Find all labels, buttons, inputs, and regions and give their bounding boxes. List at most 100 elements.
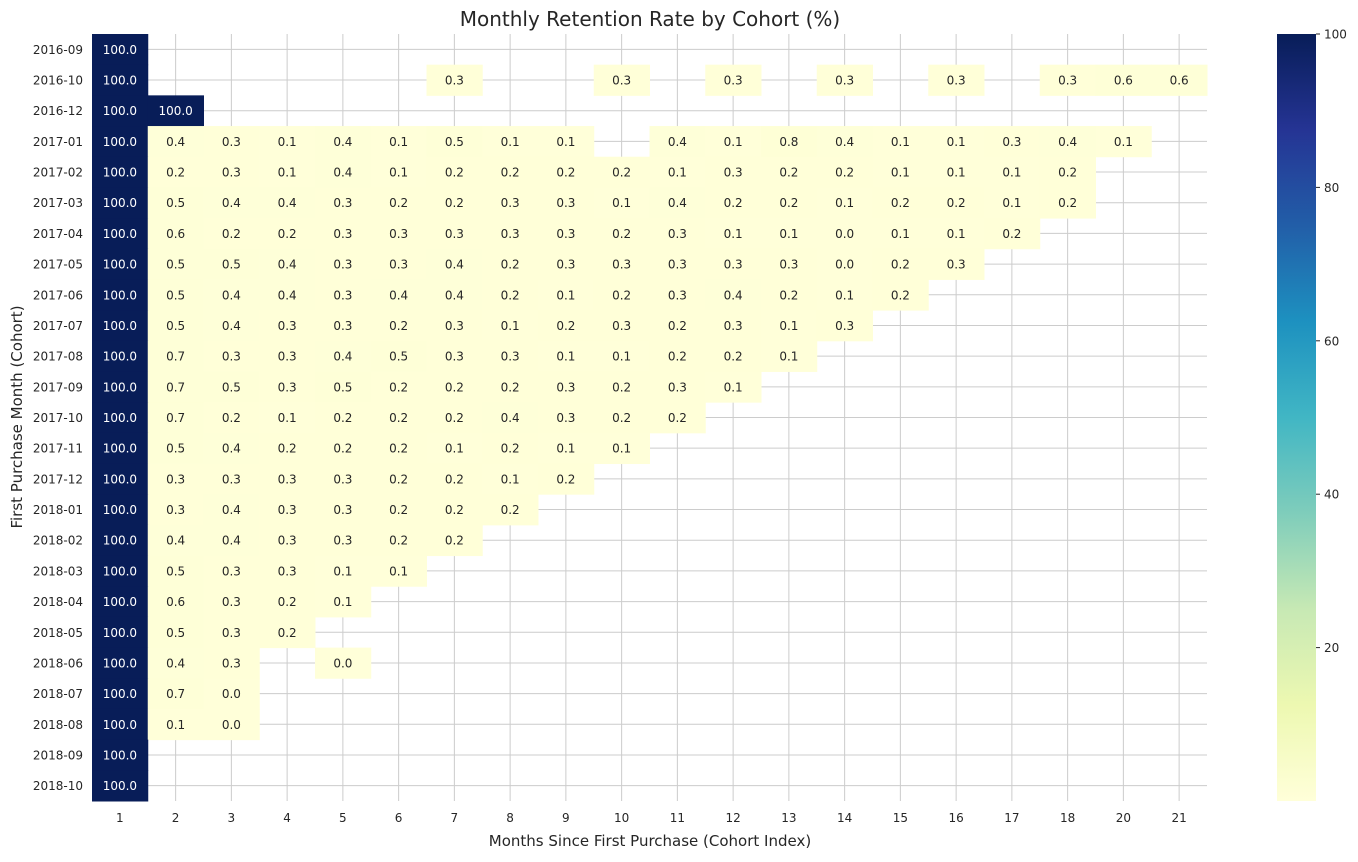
heatmap-cell [370,371,427,403]
y-tick-label: 2017-09 [33,380,83,394]
cell-value-label: 0.3 [333,288,352,302]
heatmap-cell [203,402,260,434]
heatmap-cell [203,616,260,649]
cell-value-label: 0.5 [166,258,185,272]
heatmap-cell [538,126,595,158]
cell-value-label: 0.2 [612,380,631,394]
heatmap-cell [259,156,316,188]
heatmap-cell [761,248,818,280]
heatmap-cell [147,708,204,741]
heatmap-cell [203,555,260,587]
cell-value-label: 0.1 [333,595,352,609]
heatmap-cell [315,371,372,403]
heatmap-cell [928,64,985,96]
heatmap-cell [928,187,985,219]
heatmap-cell [482,494,539,526]
heatmap-cell [203,586,260,618]
heatmap-cell [147,371,204,403]
heatmap-cell [259,371,316,403]
heatmap-cell [259,340,316,372]
cell-value-label: 0.5 [166,196,185,210]
heatmap-cell [92,402,149,434]
cell-value-label: 0.3 [333,227,352,241]
heatmap-cell [147,616,204,649]
heatmap-cell [147,494,204,526]
cell-value-label: 0.3 [333,472,352,486]
heatmap-cell [649,126,706,158]
cell-value-label: 0.4 [333,350,352,364]
heatmap-cell [203,248,260,280]
colorbar-tick-label: 40 [1324,488,1339,502]
cell-value-label: 100.0 [103,718,137,732]
cell-value-label: 100.0 [103,534,137,548]
colorbar-tick-label: 60 [1324,334,1339,348]
cell-value-label: 0.6 [166,227,185,241]
heatmap-cell [315,524,372,557]
cell-value-label: 0.3 [278,380,297,394]
y-tick-label: 2017-07 [33,319,83,333]
cell-value-label: 0.3 [166,503,185,517]
heatmap-cell [593,248,650,280]
cell-value-label: 0.1 [779,227,798,241]
heatmap-cell [259,524,316,557]
cell-value-label: 0.2 [333,442,352,456]
y-tick-label: 2017-05 [33,258,83,272]
y-tick-label: 2018-05 [33,626,83,640]
heatmap-cell [203,524,260,557]
cell-value-label: 0.7 [166,350,185,364]
cell-value-label: 0.2 [501,258,520,272]
heatmap-cell [92,586,149,618]
heatmap-cell [203,371,260,403]
cell-value-label: 0.3 [947,74,966,88]
heatmap-cell [872,218,929,250]
heatmap-cell [259,310,316,342]
heatmap-cell [705,310,762,342]
y-axis-label: First Purchase Month (Cohort) [8,305,26,528]
cell-value-label: 0.2 [1058,166,1077,180]
cell-value-label: 0.1 [166,718,185,732]
x-tick-label: 11 [670,811,685,825]
heatmap-cell [203,463,260,495]
cell-value-label: 0.1 [612,442,631,456]
heatmap-cell [92,95,149,127]
y-tick-label: 2018-01 [33,503,83,517]
cell-value-label: 0.3 [333,319,352,333]
cell-value-label: 0.1 [835,196,854,210]
heatmap-cell [593,218,650,250]
cell-value-label: 0.4 [668,196,687,210]
cell-value-label: 100.0 [103,350,137,364]
cell-value-label: 0.3 [278,319,297,333]
heatmap-cell [538,463,595,495]
heatmap-cell [259,555,316,587]
cell-value-label: 0.6 [166,595,185,609]
heatmap-cell [761,340,818,372]
cell-value-label: 0.2 [1002,227,1021,241]
cell-value-label: 100.0 [103,442,137,456]
cell-value-label: 0.1 [835,288,854,302]
heatmap-cell [649,279,706,311]
heatmap-cell [984,187,1041,219]
heatmap-cell [426,126,483,158]
cell-value-label: 0.3 [389,227,408,241]
x-tick-label: 5 [339,811,347,825]
heatmap-cell [259,279,316,311]
heatmap-cell [203,708,260,741]
cell-value-label: 100.0 [103,43,137,57]
heatmap-cell [649,156,706,188]
heatmap-cell [315,432,372,465]
cell-value-label: 0.4 [278,258,297,272]
heatmap-cell [92,187,149,219]
cell-value-label: 0.2 [779,196,798,210]
cell-value-label: 100.0 [103,135,137,149]
heatmap-cell [203,126,260,158]
cell-value-label: 0.2 [389,196,408,210]
heatmap-cell [649,248,706,280]
cell-value-label: 0.3 [333,534,352,548]
y-tick-label: 2018-06 [33,656,83,670]
heatmap-cell [203,187,260,219]
cell-value-label: 0.0 [835,227,854,241]
cell-value-label: 0.4 [333,135,352,149]
heatmap-cell [370,187,427,219]
heatmap-cell [147,95,204,127]
heatmap-cell [315,218,372,250]
